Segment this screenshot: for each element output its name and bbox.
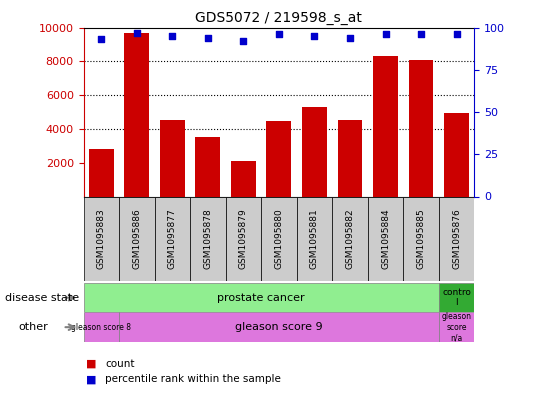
Point — [97, 36, 106, 42]
Bar — [84, 196, 119, 281]
Bar — [373, 56, 398, 196]
Text: ■: ■ — [86, 374, 96, 384]
Text: GSM1095885: GSM1095885 — [417, 208, 425, 269]
Bar — [226, 196, 261, 281]
Bar — [403, 196, 439, 281]
Text: GSM1095882: GSM1095882 — [345, 208, 355, 269]
Text: prostate cancer: prostate cancer — [217, 293, 305, 303]
Text: gleason
score
n/a: gleason score n/a — [441, 312, 472, 342]
Text: GSM1095878: GSM1095878 — [203, 208, 212, 269]
Text: gleason score 8: gleason score 8 — [71, 323, 132, 332]
Bar — [261, 196, 296, 281]
Bar — [368, 196, 403, 281]
Text: other: other — [19, 322, 49, 332]
Bar — [160, 120, 185, 196]
Bar — [155, 196, 190, 281]
Text: gleason score 9: gleason score 9 — [235, 322, 323, 332]
Text: GSM1095876: GSM1095876 — [452, 208, 461, 269]
Point — [275, 31, 284, 37]
Bar — [439, 196, 474, 281]
Bar — [444, 113, 469, 196]
Bar — [89, 149, 114, 196]
Bar — [332, 196, 368, 281]
Text: percentile rank within the sample: percentile rank within the sample — [105, 374, 281, 384]
Bar — [119, 196, 155, 281]
Bar — [439, 283, 474, 312]
Bar — [190, 196, 226, 281]
Point — [239, 38, 248, 44]
Point — [133, 29, 141, 36]
Bar — [196, 137, 220, 196]
Point — [452, 31, 461, 37]
Bar — [409, 60, 433, 196]
Text: GSM1095880: GSM1095880 — [274, 208, 284, 269]
Text: contro
l: contro l — [442, 288, 471, 307]
Bar — [266, 121, 292, 196]
Bar — [439, 312, 474, 342]
Bar — [231, 161, 256, 196]
Point — [345, 35, 354, 41]
Bar — [302, 107, 327, 196]
Bar — [119, 312, 439, 342]
Bar — [125, 33, 149, 196]
Point — [417, 31, 425, 37]
Text: GSM1095877: GSM1095877 — [168, 208, 177, 269]
Point — [168, 33, 177, 39]
Bar — [84, 312, 119, 342]
Text: GSM1095883: GSM1095883 — [97, 208, 106, 269]
Text: GSM1095886: GSM1095886 — [133, 208, 141, 269]
Title: GDS5072 / 219598_s_at: GDS5072 / 219598_s_at — [196, 11, 362, 25]
Text: GSM1095879: GSM1095879 — [239, 208, 248, 269]
Text: disease state: disease state — [5, 293, 80, 303]
Point — [204, 35, 212, 41]
Point — [381, 31, 390, 37]
Text: GSM1095881: GSM1095881 — [310, 208, 319, 269]
Point — [310, 33, 319, 39]
Text: ■: ■ — [86, 358, 96, 369]
Text: GSM1095884: GSM1095884 — [381, 208, 390, 269]
Bar — [337, 120, 362, 196]
Bar — [296, 196, 332, 281]
Text: count: count — [105, 358, 135, 369]
